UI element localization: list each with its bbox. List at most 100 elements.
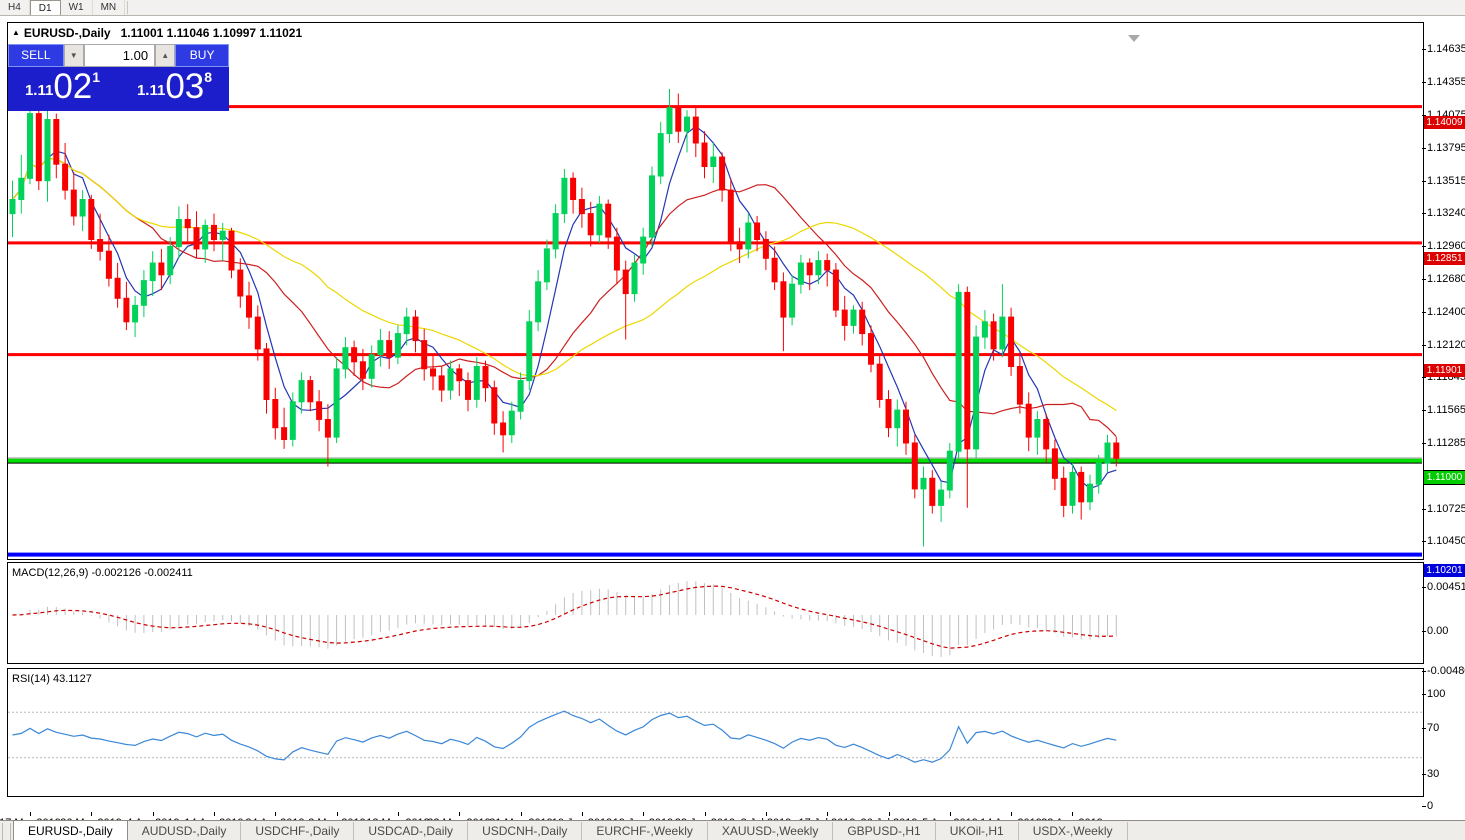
date-axis-tick (582, 812, 583, 816)
tabbar-grip[interactable] (2, 823, 11, 840)
rsi-axis-tick (1422, 774, 1426, 775)
price-axis-label: 1.14355 (1427, 76, 1465, 88)
macd-axis-tick (1422, 631, 1426, 632)
price-axis-tick (1422, 509, 1426, 510)
price-line-badge: 1.11000 (1424, 470, 1465, 485)
date-axis-tick (766, 812, 767, 816)
price-axis-tick (1422, 410, 1426, 411)
buy-price-big: 03 (165, 67, 205, 106)
timeframe-button-h4[interactable]: H4 (0, 0, 30, 15)
price-axis-label: 1.12680 (1427, 273, 1465, 285)
date-axis-tick (398, 812, 399, 816)
volume-increase-button[interactable]: ▲ (155, 44, 176, 67)
price-line-badge: 1.11901 (1424, 364, 1465, 377)
date-axis-tick (889, 812, 890, 816)
price-axis-tick (1422, 377, 1426, 378)
chart-tab-bar: EURUSD-,Daily AUDUSD-,Daily USDCHF-,Daily U… (0, 820, 1465, 840)
chart-tab-usdcad-daily[interactable]: USDCAD-,Daily (354, 822, 469, 840)
macd-axis-label: -0.004806 (1427, 665, 1465, 677)
quote-separator (117, 67, 120, 110)
price-axis-tick (1422, 279, 1426, 280)
rsi-axis-label: 70 (1427, 722, 1440, 734)
rsi-axis-tick (1422, 806, 1426, 807)
price-axis-tick (1422, 181, 1426, 182)
rsi-axis-label: 0 (1427, 800, 1434, 812)
date-axis-tick (214, 812, 215, 816)
price-axis-label: 1.13795 (1427, 142, 1465, 154)
sell-price-quote[interactable]: 1.11021 (8, 67, 117, 110)
timeframe-button-d1[interactable]: D1 (29, 0, 61, 15)
price-line-badge: 1.10201 (1424, 564, 1465, 577)
chart-tab-usdx-weekly[interactable]: USDX-,Weekly (1019, 822, 1128, 840)
price-axis-tick (1422, 148, 1426, 149)
price-axis-label: 1.12120 (1427, 339, 1465, 351)
price-axis-tick (1422, 246, 1426, 247)
price-axis-label: 1.12400 (1427, 306, 1465, 318)
price-axis-label: 1.10725 (1427, 503, 1465, 515)
date-axis-tick (459, 812, 460, 816)
volume-input[interactable]: 1.00 (83, 44, 156, 67)
macd-label: MACD(12,26,9) -0.002126 -0.002411 (12, 567, 193, 579)
date-axis-tick (1011, 812, 1012, 816)
chart-tab-usdchf-daily[interactable]: USDCHF-,Daily (241, 822, 355, 840)
price-axis-tick (1422, 312, 1426, 313)
price-axis-tick (1422, 541, 1426, 542)
price-axis-tick (1422, 443, 1426, 444)
price-axis-label: 1.13515 (1427, 175, 1465, 187)
price-axis-tick (1422, 213, 1426, 214)
collapse-arrow-icon[interactable]: ▲ (12, 28, 20, 37)
chart-tab-ukoil-h1[interactable]: UKOil-,H1 (936, 822, 1019, 840)
price-axis-label: 1.14635 (1427, 43, 1465, 55)
scroll-anchor-icon[interactable] (1128, 35, 1140, 42)
macd-axis-tick (1422, 587, 1426, 588)
macd-axis-tick (1422, 671, 1426, 672)
chart-title: ▲ EURUSD-,Daily 1.11001 1.11046 1.10997 1.… (12, 26, 302, 40)
date-axis-tick (950, 812, 951, 816)
price-axis-label: 1.13240 (1427, 207, 1465, 219)
chart-ohlc-values: 1.11001 1.11046 1.10997 1.11021 (120, 26, 303, 40)
price-axis-label: 1.10450 (1427, 535, 1465, 547)
macd-axis-label: 0.004517 (1427, 581, 1465, 593)
timeframe-button-mn[interactable]: MN (93, 0, 126, 15)
rsi-chart[interactable] (8, 669, 1422, 794)
rsi-axis-tick (1422, 694, 1426, 695)
date-axis-tick (153, 812, 154, 816)
sell-price-big: 02 (53, 67, 93, 106)
timeframe-button-w1[interactable]: W1 (61, 0, 93, 15)
date-axis-tick (275, 812, 276, 816)
date-axis-tick (30, 812, 31, 816)
date-axis-tick (827, 812, 828, 816)
price-chart[interactable] (8, 23, 1422, 557)
buy-button[interactable]: BUY (175, 44, 229, 67)
rsi-axis-tick (1422, 728, 1426, 729)
one-click-trading-panel: SELL ▼ 1.00 ▲ BUY 1.11021 1.11038 (8, 44, 229, 111)
chart-symbol-label: EURUSD-,Daily (23, 26, 111, 40)
macd-chart[interactable] (8, 563, 1422, 661)
rsi-axis-label: 30 (1427, 768, 1440, 780)
chart-tab-usdcnh-daily[interactable]: USDCNH-,Daily (468, 822, 583, 840)
date-axis-tick (1072, 812, 1073, 816)
price-axis-tick (1422, 115, 1426, 116)
chart-tab-gbpusd-h1[interactable]: GBPUSD-,H1 (833, 822, 936, 840)
buy-price-sup: 8 (204, 69, 213, 85)
chart-tab-xauusd-weekly[interactable]: XAUUSD-,Weekly (708, 822, 834, 840)
toolbar-separator (127, 1, 129, 14)
date-axis-tick (705, 812, 706, 816)
volume-decrease-button[interactable]: ▼ (63, 44, 84, 67)
buy-price-quote[interactable]: 1.11038 (120, 67, 229, 110)
date-axis-tick (337, 812, 338, 816)
macd-axis-label: 0.00 (1427, 625, 1449, 637)
price-axis-tick (1422, 49, 1426, 50)
chart-tab-eurchf-weekly[interactable]: EURCHF-,Weekly (582, 822, 708, 840)
rsi-label: RSI(14) 43.1127 (12, 673, 92, 685)
buy-price-small: 1.11 (136, 82, 166, 99)
sell-price-small: 1.11 (24, 82, 54, 99)
price-axis-label: 1.12960 (1427, 240, 1465, 252)
price-axis-tick (1422, 345, 1426, 346)
date-axis-tick (91, 812, 92, 816)
sell-button[interactable]: SELL (8, 44, 64, 67)
chart-tab-audusd-daily[interactable]: AUDUSD-,Daily (128, 822, 242, 840)
chart-tab-eurusd-daily[interactable]: EURUSD-,Daily (13, 820, 128, 840)
rsi-axis-label: 100 (1427, 688, 1446, 700)
